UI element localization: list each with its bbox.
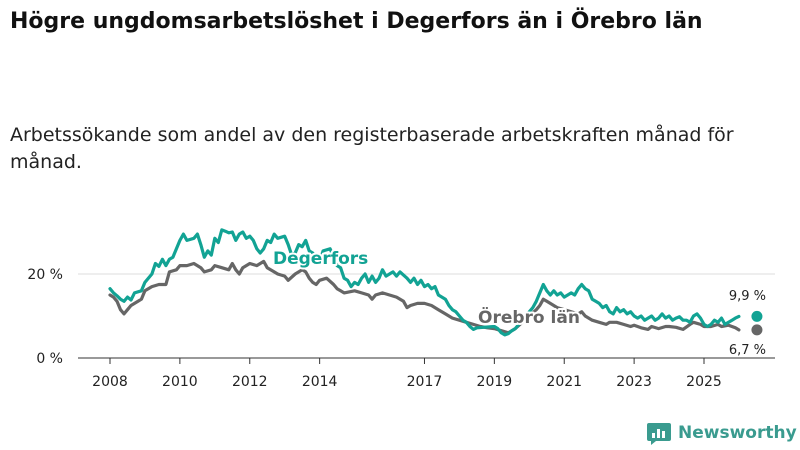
series-lines [108, 228, 763, 337]
x-tick-label: 2021 [546, 374, 582, 390]
x-tick-label: 2023 [616, 374, 652, 390]
degerfors-label: Degerfors [273, 249, 368, 269]
newsworthy-icon [647, 423, 671, 445]
orebro-end-point [751, 324, 763, 336]
y-tick-label: 0 % [36, 351, 63, 367]
x-tick-label: 2010 [162, 374, 198, 390]
x-tick-label: 2012 [232, 374, 268, 390]
chart-subtitle: Arbetssökande som andel av den registerb… [10, 124, 734, 173]
degerfors-line [108, 228, 741, 337]
chart-title: Högre ungdomsarbetslöshet i Degerfors än… [10, 9, 703, 34]
x-axis [78, 357, 775, 364]
orebro-label: Örebro län [478, 306, 580, 328]
degerfors-end-point [751, 310, 763, 322]
x-tick-label: 2008 [92, 374, 128, 390]
series-labels: Degerfors Örebro län 9,9 % 6,7 % [271, 247, 766, 358]
brand-name: Newsworthy [678, 423, 797, 443]
degerfors-end-label: 9,9 % [729, 289, 766, 304]
orebro-end-label: 6,7 % [729, 343, 766, 358]
x-tick-label: 2025 [686, 374, 722, 390]
orebro-line [108, 259, 741, 335]
x-tick-label: 2014 [302, 374, 338, 390]
x-tick-label: 2017 [407, 374, 443, 390]
axis-ticks: 0 % 20 % 2008 2010 2012 2014 2017 2019 2021 2023 2… [27, 267, 721, 390]
newsworthy-logo[interactable]: Newsworthy [646, 420, 797, 446]
x-tick-label: 2019 [477, 374, 513, 390]
y-tick-label: 20 % [27, 267, 63, 283]
